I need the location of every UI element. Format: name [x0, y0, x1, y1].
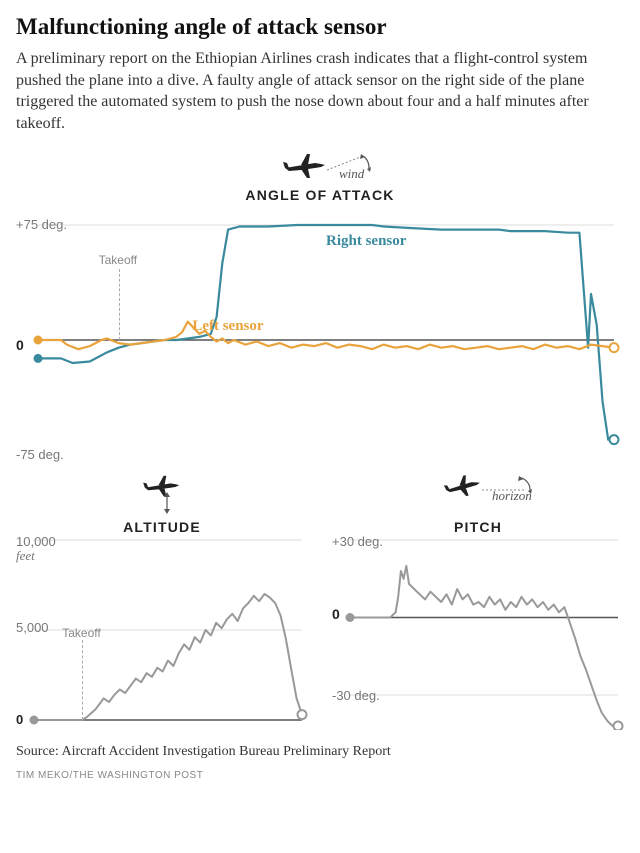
- left-sensor-label: Left sensor: [192, 318, 263, 335]
- aoa-y-top: +75 deg.: [16, 217, 67, 232]
- alt-y-5000: 5,000: [16, 620, 49, 635]
- alt-y-0: 0: [16, 712, 23, 727]
- aoa-chart: +75 deg. 0 -75 deg. Takeoff Right sensor…: [16, 209, 624, 464]
- aoa-header: wind ANGLE OF ATTACK: [16, 152, 624, 203]
- subtitle: A preliminary report on the Ethiopian Ai…: [16, 48, 624, 134]
- pitch-y-0: 0: [332, 606, 340, 622]
- alt-takeoff-label: Takeoff: [62, 626, 100, 640]
- pitch-header: horizon PITCH: [332, 474, 624, 526]
- horizon-label: horizon: [492, 488, 532, 504]
- altitude-chart: 10,000 feet 5,000 0 Takeoff: [16, 530, 308, 730]
- aoa-takeoff-line: [119, 269, 120, 340]
- page-title: Malfunctioning angle of attack sensor: [16, 14, 624, 40]
- wind-label: wind: [339, 166, 364, 182]
- plane-icon: wind: [281, 152, 329, 180]
- small-headers: ALTITUDE horizon PITCH: [16, 474, 624, 526]
- plane-icon-alt: [141, 474, 183, 498]
- plane-icon-pitch: horizon: [442, 474, 484, 498]
- altitude-header: ALTITUDE: [16, 474, 308, 526]
- alt-takeoff-line: [82, 640, 83, 720]
- small-charts: 10,000 feet 5,000 0 Takeoff +30 deg. 0 -…: [16, 530, 624, 730]
- pitch-y-n30: -30 deg.: [332, 688, 380, 703]
- source-line: Source: Aircraft Accident Investigation …: [16, 744, 624, 760]
- aoa-svg: [16, 209, 624, 464]
- aoa-takeoff-label: Takeoff: [99, 253, 137, 267]
- alt-unit: feet: [16, 548, 35, 564]
- altitude-svg: [16, 530, 308, 730]
- right-sensor-label: Right sensor: [326, 233, 406, 250]
- aoa-y-zero: 0: [16, 337, 24, 353]
- alt-y-10000: 10,000: [16, 534, 56, 549]
- pitch-y-30: +30 deg.: [332, 534, 383, 549]
- aoa-y-bottom: -75 deg.: [16, 447, 64, 462]
- aoa-title: ANGLE OF ATTACK: [16, 187, 624, 203]
- pitch-chart: +30 deg. 0 -30 deg.: [332, 530, 624, 730]
- credit-line: TIM MEKO/THE WASHINGTON POST: [16, 770, 624, 781]
